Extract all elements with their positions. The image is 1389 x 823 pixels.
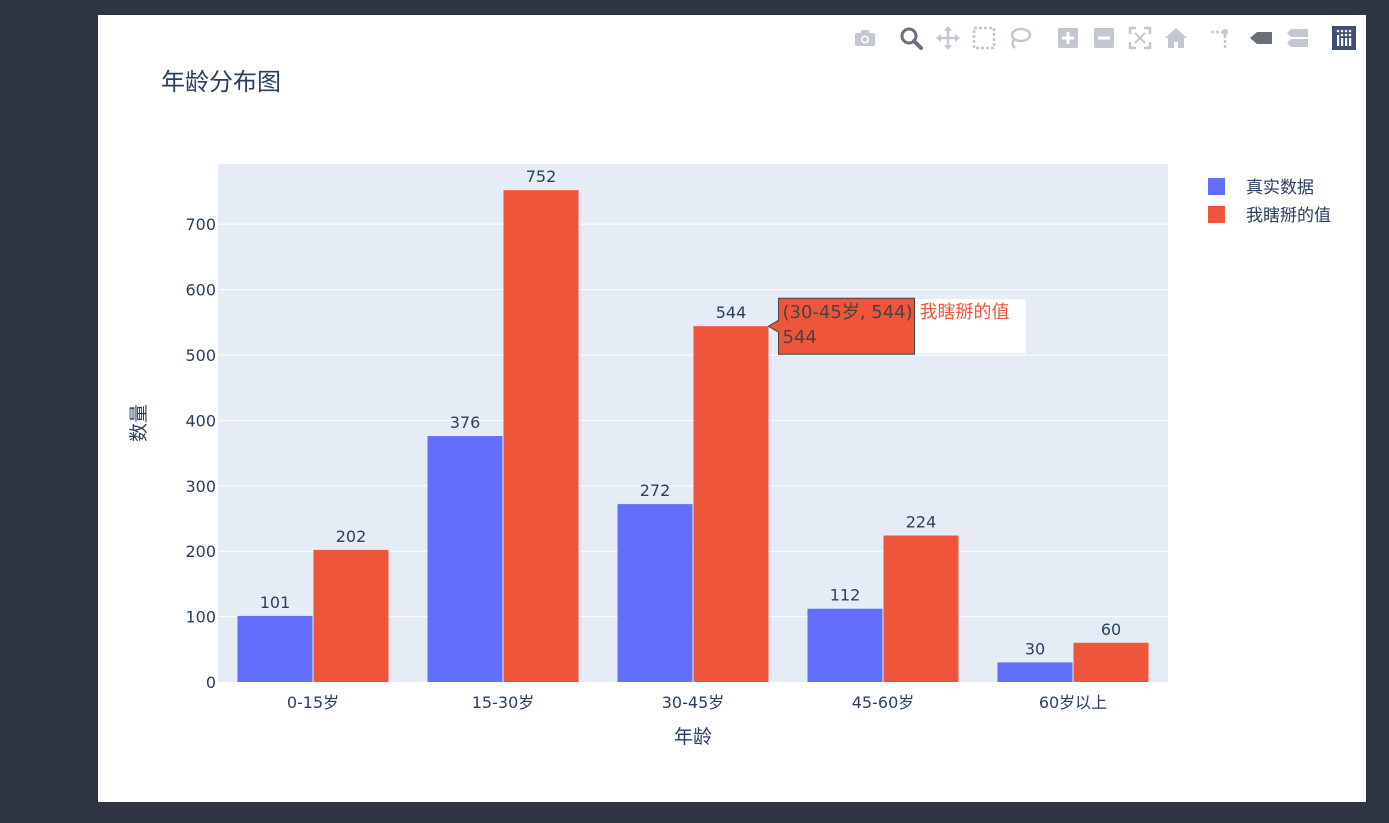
chart-svg: 0 100 200 300 400 500 600 700 101 202 0-15岁 376 752 1… [128,68,1331,748]
modebar [98,15,1366,65]
legend-swatch-1 [1208,206,1225,223]
plotly-logo-icon[interactable] [1331,25,1357,51]
y-tick-label: 400 [185,411,216,430]
bar-real-2 [617,504,693,682]
bar-value-label: 30 [1025,639,1045,658]
y-tick-label: 700 [185,215,216,234]
y-tick-label: 300 [185,477,216,496]
box-select-icon[interactable] [971,25,997,51]
y-tick-label: 100 [185,608,216,627]
x-tick-label: 30-45岁 [662,693,725,712]
y-axis-title: 数量 [128,404,150,442]
hover-tooltip-box [767,297,915,355]
pan-icon[interactable] [935,25,961,51]
hover-name-box [915,299,1026,354]
legend-label-1: 我瞎掰的值 [1246,206,1331,226]
x-tick-label: 45-60岁 [852,693,915,712]
x-tick-label: 15-30岁 [472,693,535,712]
chart-title: 年龄分布图 [161,68,281,96]
legend-swatch-0 [1208,178,1225,195]
y-tick-label: 500 [185,346,216,365]
bar-value-label: 376 [450,413,481,432]
bar-fake-2 [693,326,769,682]
reset-axes-icon[interactable] [1163,25,1189,51]
bar-value-label: 112 [830,586,861,605]
y-tick-label: 0 [206,673,216,692]
bar-real-3 [807,608,883,682]
y-tick-label: 200 [185,542,216,561]
bar-value-label: 752 [526,167,557,186]
bar-value-label: 101 [260,593,291,612]
x-tick-label: 60岁以上 [1039,693,1107,712]
bar-real-4 [997,662,1073,682]
bar-real-1 [427,436,503,682]
hover-tooltip-line1: (30-45岁, 544) [783,302,913,323]
spike-lines-icon[interactable] [1208,25,1234,51]
chart-card: 0 100 200 300 400 500 600 700 101 202 0-15岁 376 752 1… [98,15,1366,802]
bar-value-label: 60 [1101,620,1121,639]
bar-value-label: 224 [906,512,937,531]
bar-fake-0 [313,549,389,682]
zoom-in-icon[interactable] [1055,25,1081,51]
bar-value-label: 272 [640,481,671,500]
x-tick-label: 0-15岁 [287,693,339,712]
lasso-icon[interactable] [1007,25,1033,51]
hover-tooltip-series-name: 我瞎掰的值 [920,302,1010,323]
hover-closest-icon[interactable] [1248,25,1274,51]
bar-fake-1 [503,190,579,682]
legend-label-0: 真实数据 [1246,178,1314,198]
x-axis-title: 年龄 [674,726,712,748]
zoom-icon[interactable] [898,25,924,51]
autoscale-icon[interactable] [1127,25,1153,51]
hover-tooltip-line2: 544 [783,327,817,348]
zoom-out-icon[interactable] [1091,25,1117,51]
bar-value-label: 544 [716,303,747,322]
camera-icon[interactable] [852,25,878,51]
bar-value-label: 202 [336,527,367,546]
bar-fake-3 [883,535,959,682]
bar-real-0 [237,615,313,682]
hover-compare-icon[interactable] [1284,25,1310,51]
y-tick-label: 600 [185,281,216,300]
bar-fake-4 [1073,642,1149,682]
